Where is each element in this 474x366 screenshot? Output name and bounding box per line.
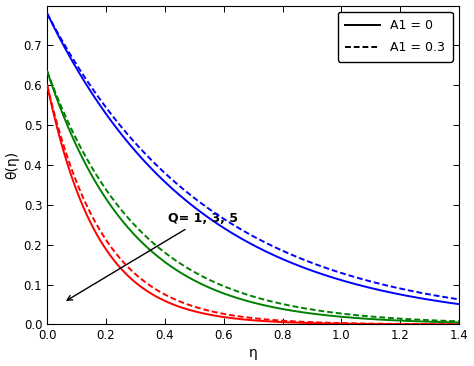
X-axis label: η: η: [249, 347, 257, 361]
Legend: A1 = 0, A1 = 0.3: A1 = 0, A1 = 0.3: [338, 12, 453, 61]
Y-axis label: θ(η): θ(η): [6, 151, 19, 179]
Text: Q= 1, 3, 5: Q= 1, 3, 5: [67, 212, 238, 300]
